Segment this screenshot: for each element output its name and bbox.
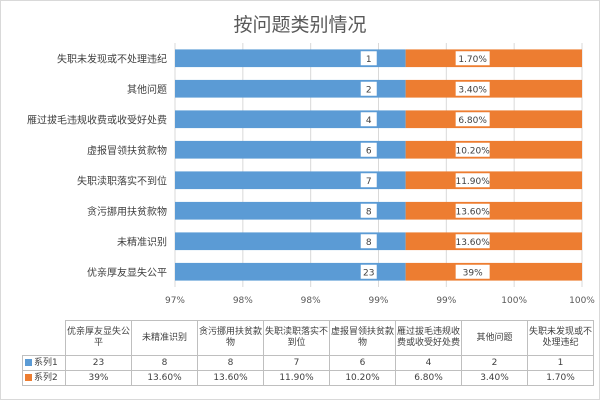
data-label-bg [455, 173, 490, 188]
data-label-bg [455, 234, 490, 249]
category-label: 其他问题 [127, 83, 167, 96]
series1-swatch [25, 358, 32, 366]
table-header-category: 贪污挪用扶贫款物 [197, 320, 264, 356]
table-cell-series2: 6.80% [395, 370, 462, 386]
bar-series2 [405, 79, 582, 98]
data-label-bg [455, 264, 490, 279]
table-cell-series2: 39% [65, 370, 132, 386]
bar-series1 [175, 110, 406, 129]
category-label: 失职渎职落实不到位 [77, 174, 167, 187]
data-label-bg [360, 112, 377, 127]
table-cell-series1: 8 [197, 355, 264, 371]
bar-series1 [175, 232, 406, 251]
data-label-bg [360, 203, 377, 218]
x-tick-label: 98% [233, 296, 253, 306]
table-header-category: 未精准识别 [131, 320, 198, 356]
x-tick-label: 99% [436, 296, 456, 306]
data-label-bg [360, 142, 377, 157]
legend-series2: 系列2 [22, 370, 66, 386]
data-label-bg [360, 264, 377, 279]
chart-title: 按问题类别情况 [233, 14, 367, 36]
data-label-bg [360, 51, 377, 66]
table-header-category: 雁过拔毛违规收费或收受好处费 [395, 320, 462, 356]
data-label-series1: 1 [366, 55, 372, 65]
x-tick-label: 100% [501, 296, 527, 306]
category-label: 未精准识别 [117, 235, 167, 248]
table-cell-series2: 13.60% [131, 370, 198, 386]
bar-series1 [175, 140, 406, 159]
data-label-series2: 13.60% [455, 207, 490, 217]
x-tick-label: 98% [301, 296, 321, 306]
data-label-series1: 6 [366, 146, 372, 156]
table-cell-series1: 23 [65, 355, 132, 371]
bar-series2 [405, 49, 582, 68]
data-label-series2: 10.20% [455, 146, 490, 156]
table-cell-series2: 13.60% [197, 370, 264, 386]
data-label-series2: 13.60% [455, 238, 490, 248]
data-label-bg [360, 234, 377, 249]
data-label-series1: 8 [366, 207, 372, 217]
data-label-series1: 4 [366, 116, 372, 126]
category-label: 雁过拔毛违规收费或收受好处费 [27, 113, 167, 126]
table-cell-series2: 3.40% [461, 370, 528, 386]
data-label-series1: 8 [366, 238, 372, 248]
table-header-category: 失职未发现或不处理违纪 [527, 320, 594, 356]
data-label-bg [455, 142, 490, 157]
data-label-bg [455, 203, 490, 218]
category-label: 虚报冒领扶贫款物 [87, 144, 167, 157]
table-header-category: 其他问题 [461, 320, 528, 356]
table-cell-series2: 1.70% [527, 370, 594, 386]
series2-swatch [25, 373, 32, 381]
table-cell-series2: 10.20% [329, 370, 396, 386]
table-header-category: 优亲厚友显失公平 [65, 320, 132, 356]
x-tick-label: 97% [165, 296, 185, 306]
data-label-series2: 1.70% [458, 55, 487, 65]
data-label-series1: 7 [366, 177, 372, 187]
table-cell-series1: 4 [395, 355, 462, 371]
bar-series1 [175, 171, 406, 190]
category-label: 贪污挪用扶贫款物 [87, 205, 167, 218]
data-label-bg [455, 112, 490, 127]
bar-series2 [405, 232, 582, 251]
bar-series2 [405, 140, 582, 159]
x-tick-label: 100% [569, 296, 595, 306]
bar-series1 [175, 262, 406, 281]
bar-series1 [175, 201, 406, 220]
table-cell-series1: 6 [329, 355, 396, 371]
data-label-bg [360, 173, 377, 188]
data-label-series1: 23 [363, 268, 374, 278]
data-label-bg [360, 81, 377, 96]
bar-series1 [175, 79, 406, 98]
bar-series2 [405, 110, 582, 129]
data-table: 优亲厚友显失公平 未精准识别 贪污挪用扶贫款物 失职渎职落实不到位 虚报冒领扶贫款物 雁过… [22, 320, 594, 386]
data-label-series2: 39% [463, 268, 483, 278]
table-cell-series1: 7 [263, 355, 330, 371]
table-cell-series1: 2 [461, 355, 528, 371]
bar-series2 [405, 171, 582, 190]
data-label-bg [455, 51, 490, 66]
table-header-category: 虚报冒领扶贫款物 [329, 320, 396, 356]
table-corner [22, 320, 66, 356]
category-label: 失职未发现或不处理违纪 [57, 52, 167, 65]
x-tick-label: 99% [368, 296, 388, 306]
bar-series2 [405, 201, 582, 220]
legend-series1: 系列1 [22, 355, 66, 371]
table-cell-series1: 1 [527, 355, 594, 371]
data-label-series2: 3.40% [458, 85, 487, 95]
category-label: 优亲厚友显失公平 [87, 266, 167, 279]
bar-series2 [405, 262, 582, 281]
series1-name: 系列1 [34, 357, 58, 368]
data-label-bg [455, 81, 490, 96]
data-label-series2: 6.80% [458, 116, 487, 126]
series2-name: 系列2 [34, 372, 58, 383]
bar-series1 [175, 49, 406, 68]
data-label-series2: 11.90% [455, 177, 490, 187]
table-cell-series2: 11.90% [263, 370, 330, 386]
table-cell-series1: 8 [131, 355, 198, 371]
table-header-category: 失职渎职落实不到位 [263, 320, 330, 356]
data-label-series1: 2 [366, 85, 372, 95]
